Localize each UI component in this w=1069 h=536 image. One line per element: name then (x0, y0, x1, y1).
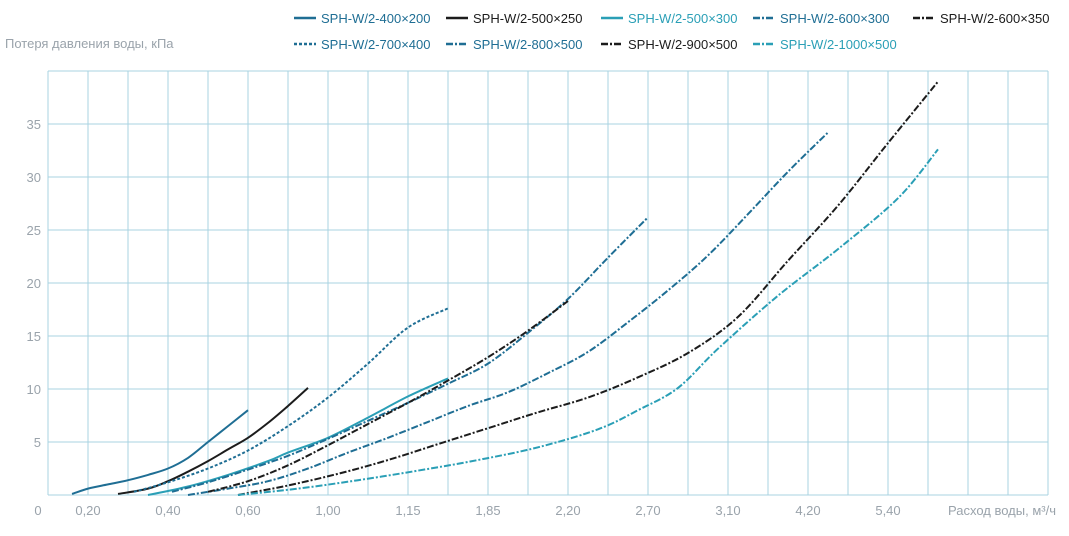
x-tick-label: 2,20 (555, 503, 580, 518)
x-tick-label: 5,40 (875, 503, 900, 518)
y-tick-label: 15 (27, 329, 41, 344)
series-lines (71, 80, 939, 496)
x-tick-label: 1,15 (395, 503, 420, 518)
y-tick-label: 25 (27, 223, 41, 238)
x-tick-label: 0,60 (235, 503, 260, 518)
series-line (237, 80, 939, 496)
series-line (133, 307, 449, 493)
x-tick-label: 0,20 (75, 503, 100, 518)
series-line (171, 216, 649, 493)
y-tick-label: 20 (27, 276, 41, 291)
x-tick-label: 3,10 (715, 503, 740, 518)
axes: 5 10 15 20 25 30 35 0 0,20 0,40 0,60 1,00 1,15 1,85 2,… (5, 36, 1056, 518)
series-line (237, 148, 939, 496)
legend-label: SPH-W/2-700×400 (321, 37, 430, 52)
series-line (71, 409, 249, 495)
series-line (147, 377, 449, 496)
x-axis-title: Расход воды, м³/ч (948, 503, 1056, 518)
y-tick-label: 10 (27, 382, 41, 397)
legend-label: SPH-W/2-800×500 (473, 37, 582, 52)
y-tick-label: 35 (27, 117, 41, 132)
grid (47, 70, 1049, 496)
legend-label: SPH-W/2-500×300 (628, 11, 737, 26)
legend-label: SPH-W/2-900×500 (628, 37, 737, 52)
x-tick-label: 1,85 (475, 503, 500, 518)
y-tick-label: 30 (27, 170, 41, 185)
legend: SPH-W/2-400×200 SPH-W/2-500×250 SPH-W/2-50… (294, 11, 1049, 52)
x-tick-label: 4,20 (795, 503, 820, 518)
x-tick-label: 1,00 (315, 503, 340, 518)
series-line (207, 300, 569, 493)
legend-label: SPH-W/2-500×250 (473, 11, 582, 26)
x-tick-label: 2,70 (635, 503, 660, 518)
x-tick-label: 0,40 (155, 503, 180, 518)
series-line (187, 131, 829, 496)
legend-label: SPH-W/2-600×350 (940, 11, 1049, 26)
legend-label: SPH-W/2-1000×500 (780, 37, 897, 52)
y-axis-title: Потеря давления воды, кПа (5, 36, 174, 51)
legend-label: SPH-W/2-600×300 (780, 11, 889, 26)
y-tick-label: 5 (34, 435, 41, 450)
origin-label: 0 (34, 503, 41, 518)
legend-label: SPH-W/2-400×200 (321, 11, 430, 26)
